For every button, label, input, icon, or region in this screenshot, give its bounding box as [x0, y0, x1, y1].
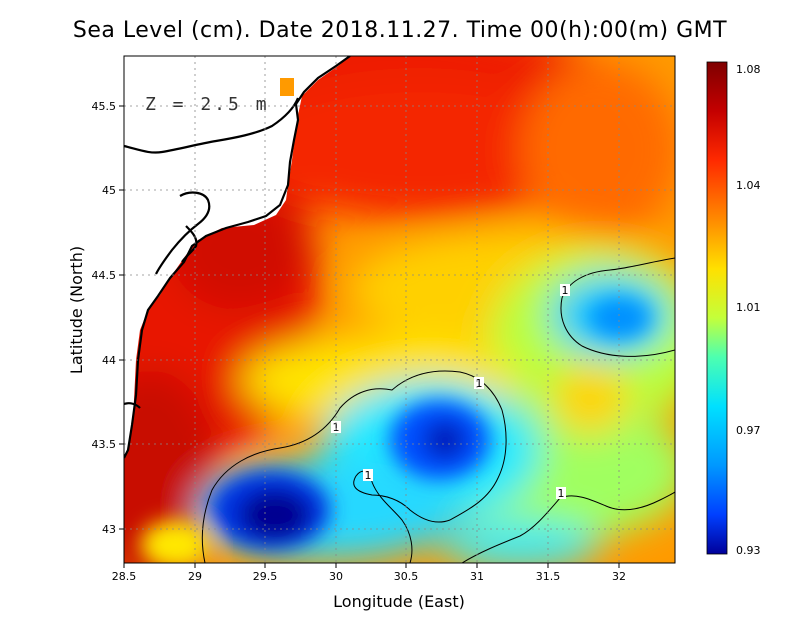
- contour-label: 1: [476, 377, 483, 390]
- grid-lines: [124, 56, 675, 563]
- y-axis-label: Latitude (North): [67, 246, 86, 374]
- plot-title: Sea Level (cm). Date 2018.11.27. Time 00…: [72, 18, 728, 43]
- colorbar: [706, 61, 728, 555]
- y-tick-label: 45.5: [92, 100, 117, 113]
- contour-label: 1: [558, 487, 565, 500]
- x-axis-label: Longitude (East): [333, 592, 465, 611]
- x-tick-label: 29: [188, 570, 202, 583]
- x-tick-label: 30.5: [394, 570, 419, 583]
- y-tick-label: 43: [102, 523, 116, 536]
- contour-label: 1: [562, 284, 569, 297]
- colorbar-tick-label: 0.97: [736, 424, 761, 437]
- depth-label: Z = 2.5 m: [145, 94, 270, 115]
- land-area: [124, 56, 350, 460]
- colorbar-tick-labels: 1.08 1.04 1.01 0.97 0.93: [736, 63, 761, 557]
- plot-frame: [123, 55, 676, 564]
- x-tick-labels: 28.5 29 29.5 30 30.5 31 31.5 32: [112, 570, 626, 583]
- y-tick-label: 43.5: [92, 438, 117, 451]
- x-tick-label: 30: [329, 570, 343, 583]
- contour-label: 1: [365, 469, 372, 482]
- contour-label: 1: [333, 421, 340, 434]
- x-tick-label: 31.5: [536, 570, 561, 583]
- y-tick-label: 44: [102, 354, 116, 367]
- y-tick-label: 45: [102, 184, 116, 197]
- tick-marks: [119, 105, 620, 568]
- x-tick-label: 28.5: [112, 570, 137, 583]
- x-tick-label: 32: [612, 570, 626, 583]
- sea-level-field: [124, 56, 675, 563]
- colorbar-tick-label: 1.08: [736, 63, 761, 76]
- colorbar-tick-label: 0.93: [736, 544, 761, 557]
- colorbar-tick-label: 1.01: [736, 301, 761, 314]
- colorbar-tick-label: 1.04: [736, 179, 761, 192]
- x-tick-label: 31: [470, 570, 484, 583]
- contour-label-group: 1 1 1 1 1: [331, 284, 570, 500]
- y-tick-labels: 43 43.5 44 44.5 45 45.5: [92, 100, 117, 536]
- y-tick-label: 44.5: [92, 269, 117, 282]
- x-tick-label: 29.5: [253, 570, 278, 583]
